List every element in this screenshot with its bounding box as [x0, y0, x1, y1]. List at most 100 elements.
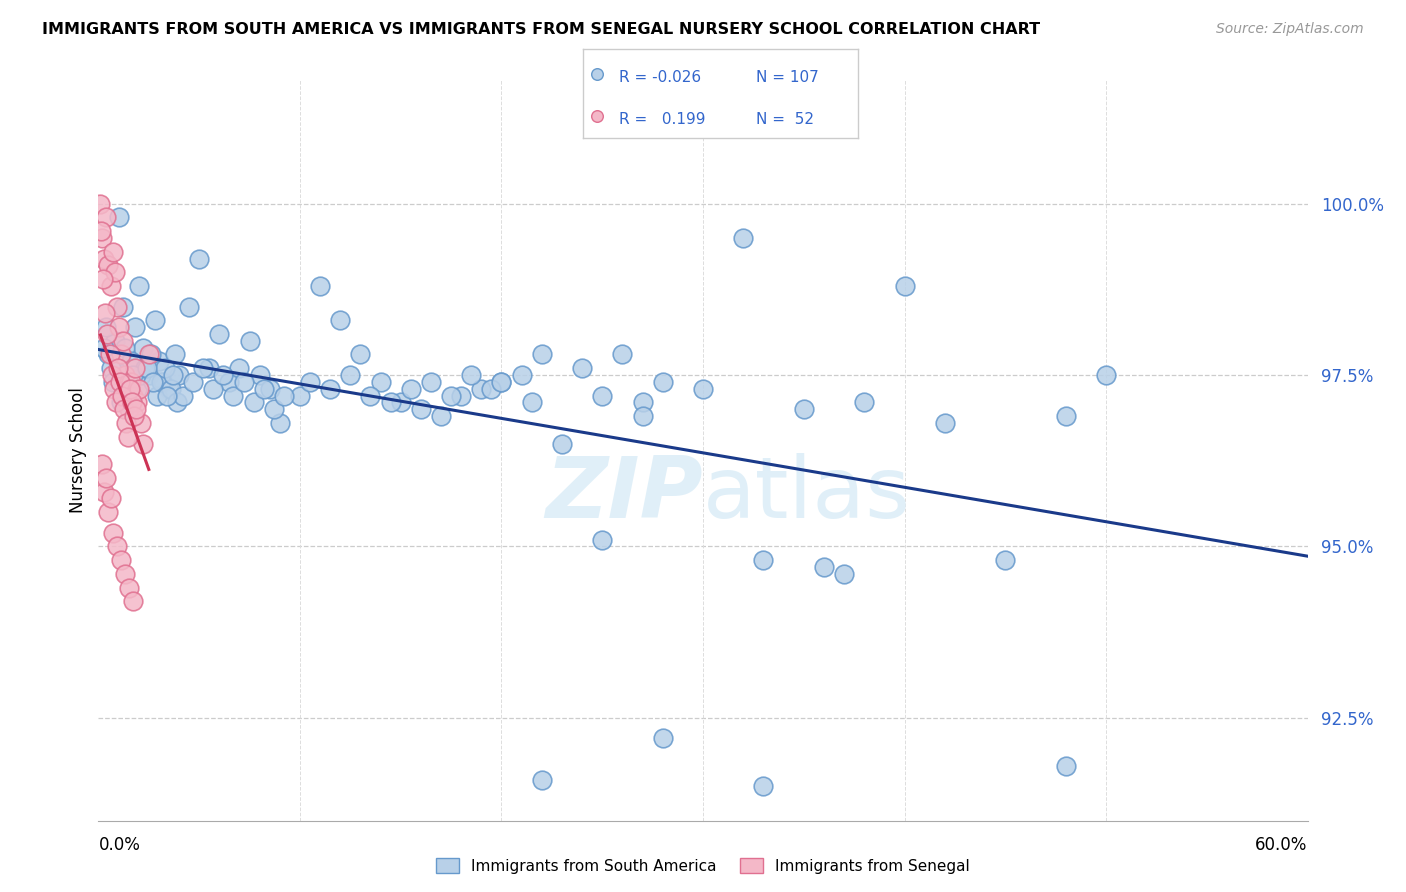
Point: [135, 361, 157, 376]
Point: [110, 553, 132, 567]
Point: [118, 581, 141, 595]
Point: [1095, 368, 1118, 382]
Point: [117, 430, 139, 444]
Point: [128, 279, 150, 293]
Point: [101, 525, 124, 540]
Point: [121, 368, 143, 382]
Point: [93, 484, 115, 499]
Point: [115, 382, 138, 396]
Point: [319, 382, 342, 396]
Point: [121, 395, 143, 409]
Point: [370, 375, 392, 389]
Point: [813, 560, 835, 574]
Point: [249, 368, 271, 382]
Point: [409, 402, 432, 417]
Point: [167, 368, 190, 382]
Point: [115, 382, 138, 396]
Point: [100, 368, 122, 382]
Point: [118, 402, 141, 417]
Point: [193, 361, 215, 376]
Point: [132, 341, 155, 355]
Point: [530, 772, 553, 787]
Text: N =  52: N = 52: [756, 112, 814, 127]
Point: [520, 395, 543, 409]
Point: [129, 368, 152, 382]
Point: [100, 361, 122, 376]
Point: [420, 375, 443, 389]
Point: [571, 361, 593, 376]
Point: [242, 395, 264, 409]
Point: [208, 326, 231, 341]
Point: [108, 375, 131, 389]
Point: [114, 368, 136, 382]
Point: [188, 252, 211, 266]
Point: [114, 566, 136, 581]
Point: [631, 395, 654, 409]
Point: [651, 731, 673, 746]
Point: [142, 375, 165, 389]
Point: [510, 368, 533, 382]
Point: [110, 389, 132, 403]
Point: [93, 252, 115, 266]
Point: [181, 375, 204, 389]
Point: [212, 368, 235, 382]
Point: [143, 313, 166, 327]
Point: [111, 334, 134, 348]
Point: [125, 382, 148, 396]
Point: [288, 389, 311, 403]
Point: [163, 347, 186, 361]
Point: [120, 354, 142, 368]
Point: [222, 389, 245, 403]
Point: [91, 457, 114, 471]
Point: [380, 395, 402, 409]
Point: [349, 347, 371, 361]
Point: [97, 505, 120, 519]
Point: [93, 341, 115, 355]
Point: [339, 368, 361, 382]
Point: [253, 382, 276, 396]
Point: [360, 389, 382, 403]
Point: [232, 375, 254, 389]
Point: [125, 402, 148, 417]
Point: [121, 594, 143, 608]
Point: [100, 279, 122, 293]
Point: [228, 361, 250, 376]
Point: [481, 382, 503, 396]
Point: [96, 320, 118, 334]
Point: [96, 211, 118, 225]
Point: [138, 368, 160, 382]
Point: [96, 326, 118, 341]
Point: [110, 395, 132, 409]
Point: [309, 279, 332, 293]
Point: [138, 347, 160, 361]
Point: [103, 382, 125, 396]
Point: [239, 334, 262, 348]
Point: [612, 347, 634, 361]
Point: [152, 375, 174, 389]
Point: [179, 300, 201, 314]
Point: [793, 402, 815, 417]
Point: [89, 196, 111, 211]
Point: [752, 780, 775, 794]
Point: [430, 409, 453, 424]
Point: [114, 416, 136, 430]
Point: [440, 389, 463, 403]
Point: [389, 395, 412, 409]
Text: ZIP: ZIP: [546, 453, 703, 536]
Point: [692, 382, 714, 396]
Point: [105, 375, 128, 389]
Point: [146, 389, 169, 403]
Point: [105, 540, 128, 554]
Point: [994, 553, 1017, 567]
Point: [103, 265, 125, 279]
Text: Source: ZipAtlas.com: Source: ZipAtlas.com: [1216, 22, 1364, 37]
Point: [94, 306, 117, 320]
Point: [125, 395, 148, 409]
Point: [263, 402, 285, 417]
Point: [97, 347, 120, 361]
Point: [121, 389, 143, 403]
Point: [733, 231, 755, 245]
Text: atlas: atlas: [703, 453, 911, 536]
Point: [120, 375, 142, 389]
Point: [259, 382, 281, 396]
